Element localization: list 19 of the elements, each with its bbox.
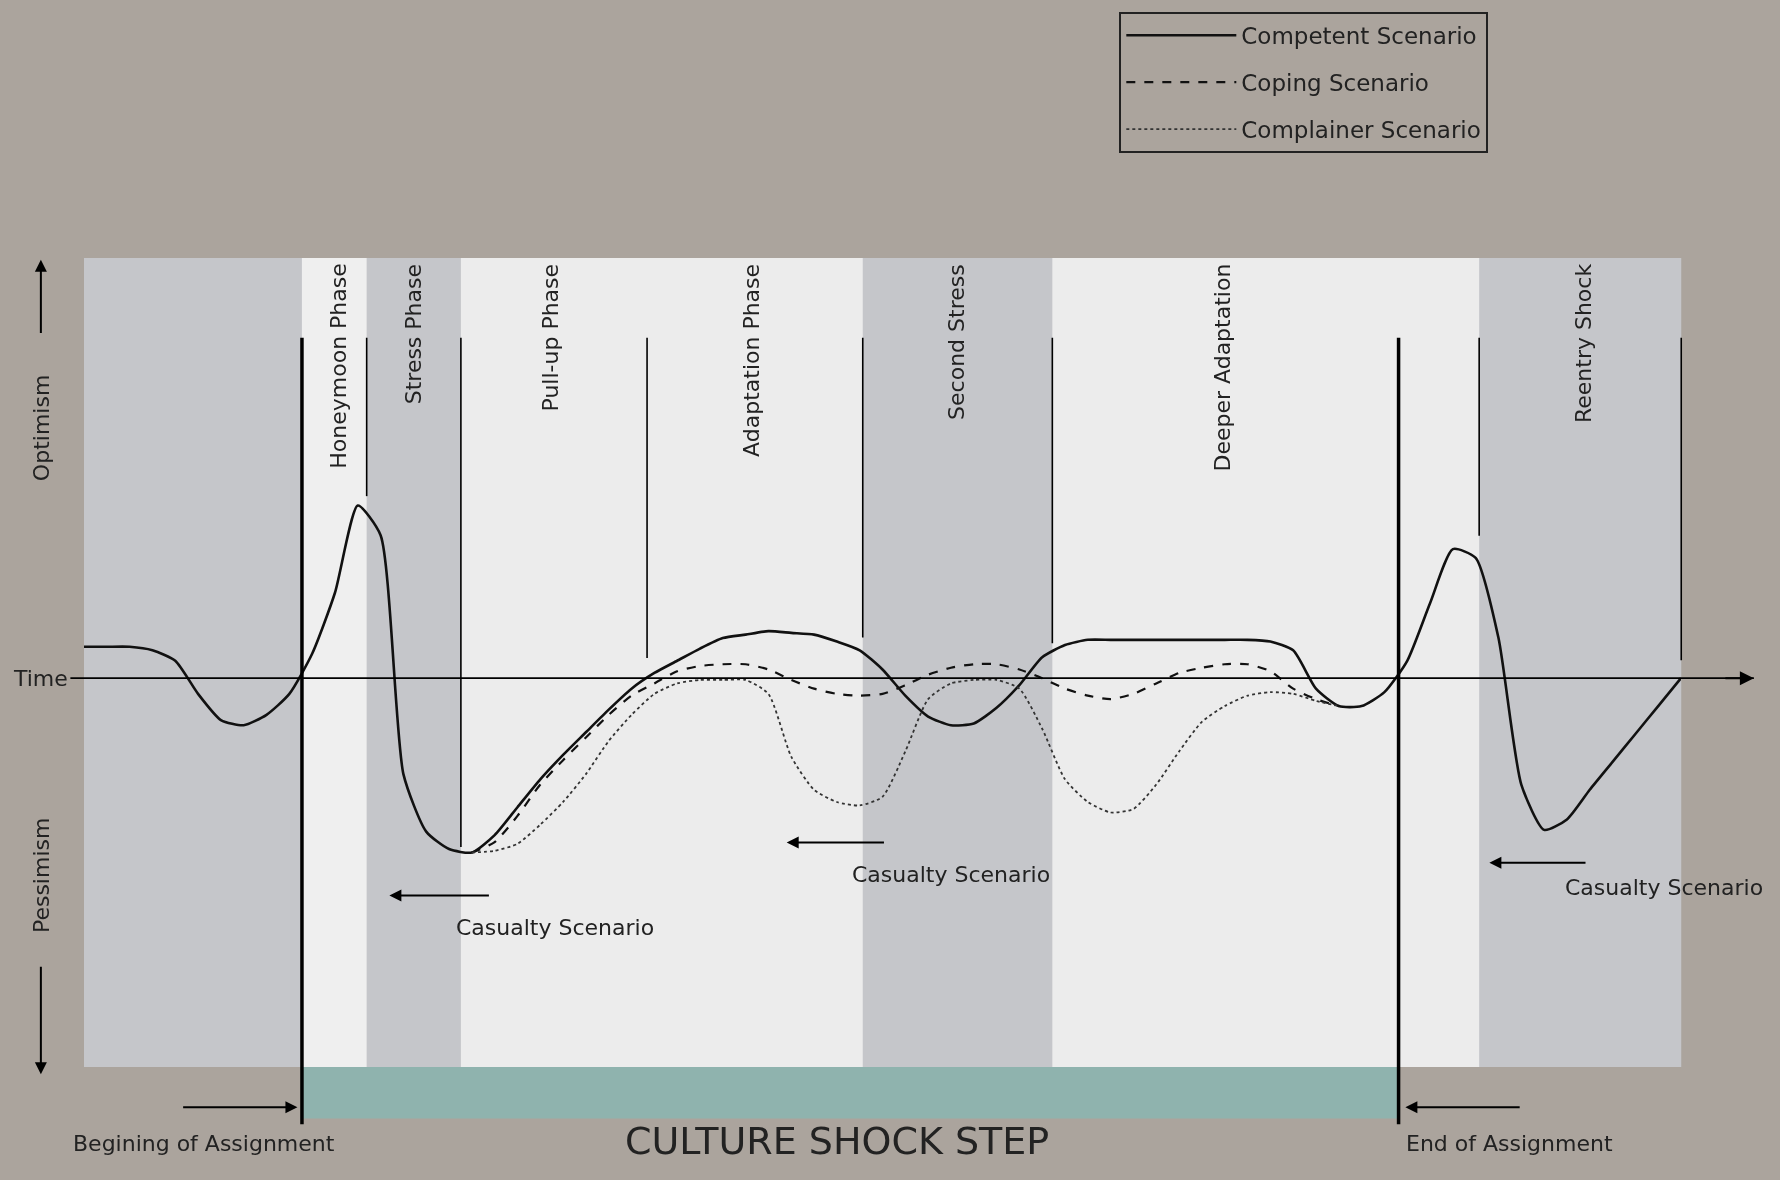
legend-label: Competent Scenario (1241, 23, 1477, 50)
text: Stress Phase (401, 263, 427, 405)
text: Adaptation Phase (739, 263, 765, 457)
text: Second Stress (944, 264, 970, 420)
legend-label: Coping Scenario (1241, 70, 1429, 97)
text: Begining of Assignment (73, 1131, 335, 1156)
text: Casualty Scenario (852, 862, 1051, 887)
text: Deeper Adaptation (1209, 263, 1235, 472)
text: CULTURE SHOCK STEP (625, 1119, 1050, 1163)
text: Honeymoon Phase (325, 263, 351, 469)
text: Pessimism (28, 817, 54, 934)
text: Time (13, 666, 68, 691)
legend-label: Complainer Scenario (1241, 117, 1481, 144)
text: End of Assignment (1406, 1131, 1613, 1156)
text: Casualty Scenario (1565, 875, 1764, 900)
text: Casualty Scenario (456, 915, 655, 940)
text: Reentry Shock (1571, 263, 1597, 424)
text: Optimism (28, 374, 54, 482)
text: Pull-up Phase (537, 263, 563, 412)
